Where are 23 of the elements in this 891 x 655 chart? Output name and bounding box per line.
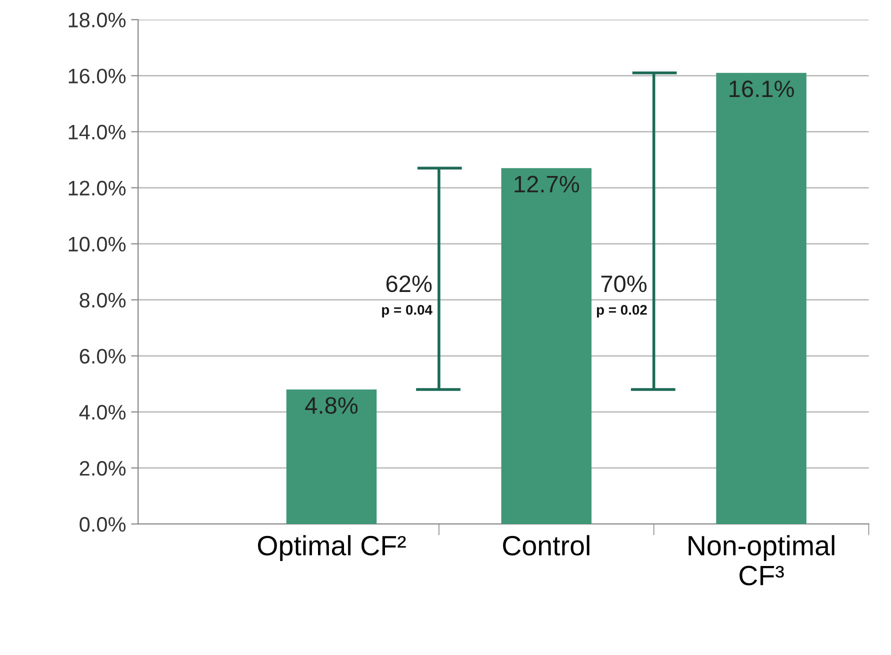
x-tick-label: Optimal CF²: [258, 535, 406, 562]
annotation: p = 0.04: [382, 304, 432, 318]
bar: [501, 168, 592, 524]
y-tick-label: 14.0%: [68, 124, 126, 140]
x-tick-label: Control: [503, 535, 590, 556]
y-tick-label: 8.0%: [80, 292, 126, 308]
y-tick-label: 6.0%: [80, 348, 126, 364]
y-tick-label: 18.0%: [68, 12, 126, 28]
y-tick-label: 0.0%: [80, 517, 126, 532]
data-label: 12.7%: [514, 176, 580, 192]
bar: [286, 390, 377, 524]
x-tick-label: Non-optimal CF³: [688, 535, 834, 586]
y-tick-label: 4.0%: [79, 404, 126, 420]
y-tick-label: 12.0%: [68, 180, 126, 196]
bar: [716, 72, 806, 524]
data-label: 4.8%: [305, 397, 358, 414]
annotation: p = 0.02: [596, 304, 647, 318]
annotation: 62%: [386, 275, 432, 292]
annotation: 70%: [601, 275, 647, 292]
data-label: 16.1%: [730, 80, 794, 98]
y-tick-label: 16.0%: [68, 68, 126, 84]
y-tick-label: 10.0%: [68, 236, 126, 252]
y-tick-label: 2.0%: [80, 460, 126, 476]
